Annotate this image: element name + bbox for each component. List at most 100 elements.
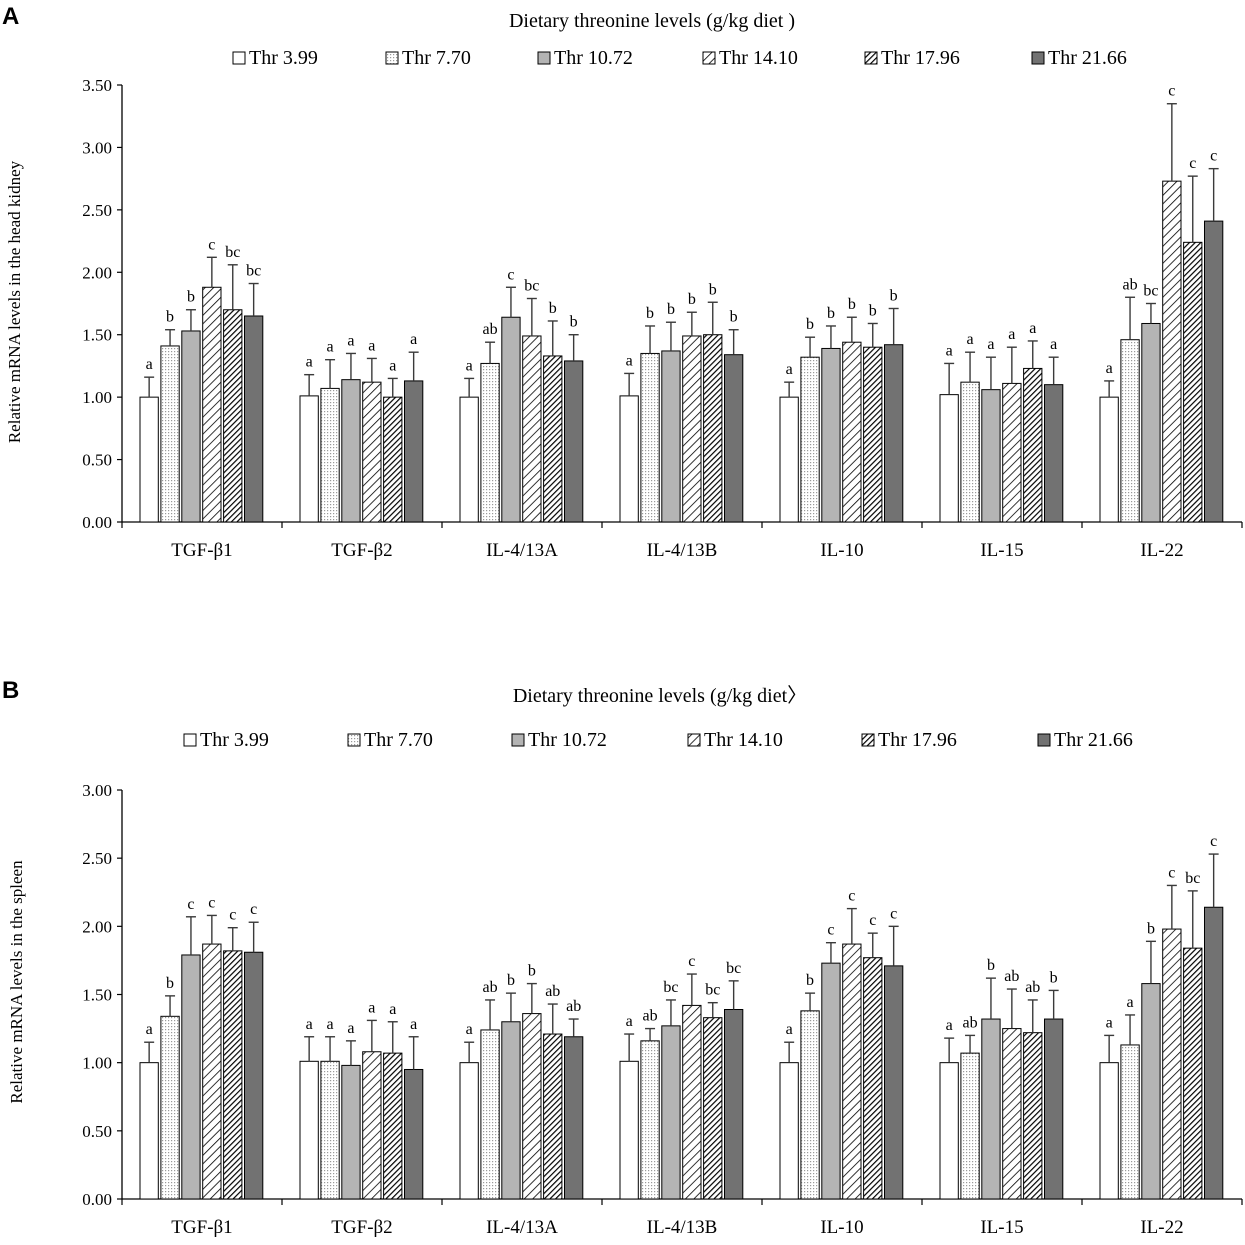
legend-label: Thr 14.10 <box>719 47 798 69</box>
bar <box>459 396 479 523</box>
y-tick-label: 3.50 <box>82 76 112 95</box>
x-category-label: IL-10 <box>820 540 863 561</box>
bar <box>564 360 584 523</box>
bar <box>682 1004 702 1200</box>
bar <box>1141 322 1161 523</box>
significance-label: a <box>1029 320 1036 337</box>
bar <box>1141 983 1161 1200</box>
y-tick-label: 1.00 <box>82 1054 112 1073</box>
bar <box>1162 928 1182 1200</box>
bar <box>1023 1032 1043 1200</box>
significance-label: a <box>389 357 396 374</box>
bar <box>383 396 403 523</box>
bar <box>779 1062 799 1200</box>
legend-entry: Thr 17.96 <box>861 729 957 751</box>
bar <box>404 1068 424 1200</box>
legend-label: Thr 17.96 <box>881 47 960 69</box>
significance-label: b <box>166 309 174 326</box>
significance-label: a <box>1050 336 1057 353</box>
significance-label: a <box>1106 360 1113 377</box>
bar <box>341 379 361 523</box>
y-tick-label: 3.00 <box>82 781 112 800</box>
bar <box>1204 906 1224 1200</box>
significance-label: a <box>626 1013 633 1030</box>
bar <box>842 341 862 523</box>
bar <box>1002 382 1022 523</box>
significance-label: ab <box>1025 979 1040 996</box>
significance-label: c <box>507 266 514 283</box>
significance-label: a <box>326 1016 333 1033</box>
significance-label: a <box>326 339 333 356</box>
significance-label: a <box>786 1021 793 1038</box>
significance-label: bc <box>524 278 539 295</box>
significance-label: a <box>1126 994 1133 1011</box>
bar <box>981 1018 1001 1200</box>
significance-label: c <box>229 907 236 924</box>
bar <box>223 309 243 523</box>
panel-letter-a: A <box>2 3 19 30</box>
bar <box>960 381 980 523</box>
bar <box>1204 220 1224 523</box>
significance-label: b <box>507 972 515 989</box>
x-category-label: IL-22 <box>1140 1217 1183 1238</box>
significance-label: c <box>688 953 695 970</box>
legend-swatch <box>861 733 875 747</box>
bar <box>543 1033 563 1200</box>
significance-label: b <box>688 291 696 308</box>
significance-label: b <box>709 281 717 298</box>
y-tick-label: 2.00 <box>82 263 112 282</box>
bar <box>640 1040 660 1200</box>
significance-label: c <box>869 912 876 929</box>
bar <box>320 1060 340 1200</box>
bar <box>939 394 959 523</box>
significance-label: b <box>848 296 856 313</box>
y-tick-label: 1.00 <box>82 388 112 407</box>
bar <box>223 950 243 1200</box>
panel-letter-b: B <box>2 677 19 704</box>
bar <box>244 315 264 523</box>
x-category-label: IL-15 <box>980 1217 1023 1238</box>
bar <box>181 330 201 523</box>
bar <box>1044 384 1064 523</box>
significance-label: b <box>166 975 174 992</box>
x-category-label: TGF-β1 <box>171 1217 232 1238</box>
x-category-label: TGF-β1 <box>171 540 232 561</box>
significance-label: b <box>890 287 898 304</box>
bar <box>341 1064 361 1200</box>
bar <box>362 381 382 523</box>
significance-label: bc <box>1143 283 1158 300</box>
significance-label: b <box>827 305 835 322</box>
legend-label: Thr 10.72 <box>554 47 633 69</box>
panel-b-axes: 0.00 0.50 1.00 1.50 2.00 2.50 3.00 TGF-β1 TGF-β2… <box>82 781 1243 1238</box>
significance-label: a <box>786 361 793 378</box>
bar <box>661 350 681 523</box>
bar <box>501 1021 521 1200</box>
bar <box>661 1025 681 1200</box>
significance-label: c <box>250 901 257 918</box>
bar <box>1183 947 1203 1200</box>
significance-label: b <box>869 302 877 319</box>
significance-label: a <box>626 352 633 369</box>
significance-label: a <box>347 332 354 349</box>
y-tick-label: 3.00 <box>82 138 112 157</box>
bar <box>1044 1018 1064 1200</box>
significance-label: bc <box>246 263 261 280</box>
significance-label: ab <box>962 1014 977 1031</box>
legend-swatch <box>183 733 197 747</box>
significance-label: a <box>966 331 973 348</box>
legend-label: Thr 17.96 <box>878 729 957 751</box>
legend-entry: Thr 3.99 <box>183 729 269 751</box>
legend-entry: Thr 17.96 <box>864 47 960 69</box>
significance-label: bc <box>663 979 678 996</box>
bar <box>202 943 222 1200</box>
significance-label: b <box>730 309 738 326</box>
x-category-label: IL-4/13B <box>647 1217 718 1238</box>
significance-label: a <box>466 357 473 374</box>
significance-label: b <box>528 963 536 980</box>
bar <box>619 395 639 523</box>
significance-label: a <box>946 1017 953 1034</box>
bar <box>1120 1044 1140 1200</box>
bar <box>1162 180 1182 523</box>
